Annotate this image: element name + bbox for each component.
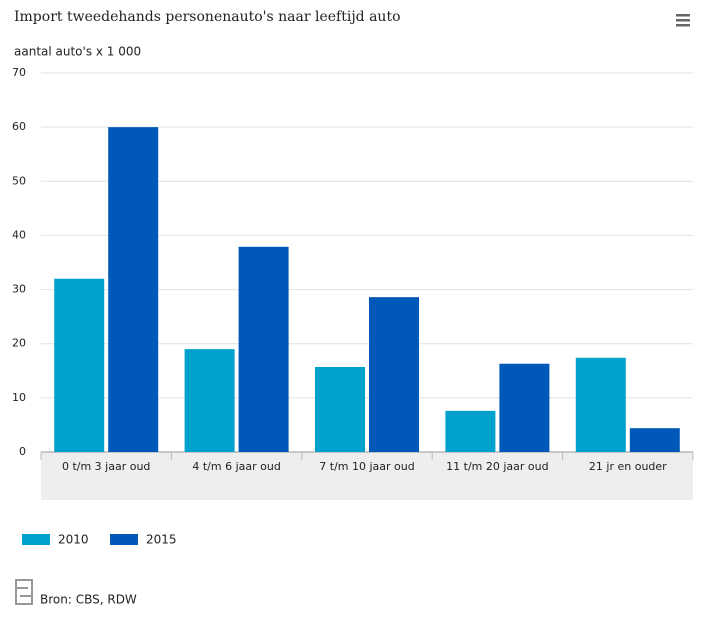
y-tick-label: 50 (12, 174, 26, 187)
source: Bron: CBS, RDW (40, 593, 137, 607)
legend-label: 2010 (58, 533, 89, 547)
y-tick-label: 60 (12, 120, 26, 133)
y-tick-label: 30 (12, 283, 26, 296)
menu-icon[interactable] (676, 14, 690, 27)
y-axis-label: aantal auto's x 1 000 (14, 45, 141, 59)
y-tick-label: 20 (12, 337, 26, 350)
y-tick-label: 40 (12, 228, 26, 241)
bar (445, 410, 496, 452)
bar (108, 127, 159, 453)
legend-swatch (110, 534, 138, 545)
bar (575, 357, 626, 452)
x-tick-label: 7 t/m 10 jaar oud (319, 460, 414, 473)
bar (238, 246, 289, 452)
source-logo (15, 579, 33, 605)
chart-title: Import tweedehands personenauto's naar l… (14, 9, 401, 25)
y-tick-label: 10 (12, 391, 26, 404)
legend-swatch (22, 534, 50, 545)
y-tick-label: 70 (12, 66, 26, 79)
x-tick-label: 4 t/m 6 jaar oud (192, 460, 280, 473)
bar (499, 363, 550, 452)
bar (315, 366, 365, 452)
bar (54, 278, 105, 452)
bar (629, 428, 680, 452)
y-tick-label: 0 (19, 445, 26, 458)
bar (369, 297, 419, 452)
x-tick-label: 0 t/m 3 jaar oud (62, 460, 150, 473)
x-axis-band (41, 452, 693, 500)
bar (184, 349, 235, 452)
legend-label: 2015 (146, 533, 177, 547)
x-tick-label: 11 t/m 20 jaar oud (446, 460, 548, 473)
x-tick-label: 21 jr en ouder (589, 460, 667, 473)
